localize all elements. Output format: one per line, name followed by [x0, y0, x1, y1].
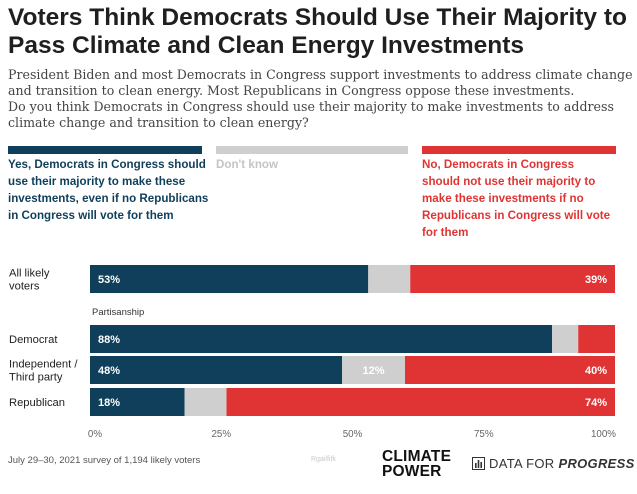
data-label: 40% — [585, 365, 607, 377]
bar-segment — [368, 265, 411, 293]
legend-no-label: No, Democrats in Congress should not use… — [422, 158, 611, 239]
legend-yes-label: Yes, Democrats in Congress should use th… — [8, 158, 209, 222]
data-label: 18% — [98, 397, 120, 409]
x-tick-label: 25% — [211, 429, 231, 440]
x-tick-label: 100% — [591, 429, 616, 440]
data-label: 88% — [98, 334, 120, 346]
legend-dont-know-label: Don't know — [216, 158, 279, 171]
bar-segment — [410, 265, 615, 293]
legend-dont-know-swatch — [216, 146, 408, 154]
bar-segment — [226, 388, 615, 416]
stacked-bar-chart: 53% 39% All likely voters 88% Democrat 48% 12% 4… — [9, 265, 616, 440]
subtitle-context: President Biden and most Democrats in Co… — [8, 67, 633, 98]
data-label: 48% — [98, 365, 120, 377]
watermark: Rgailfifk — [311, 456, 336, 463]
bar-segment — [342, 356, 405, 384]
category-label: Independent / Third party — [9, 359, 78, 384]
category-label: Democrat — [9, 334, 58, 346]
x-tick-label: 50% — [343, 429, 363, 440]
bar-segment — [90, 356, 342, 384]
bar-segment — [405, 356, 615, 384]
x-tick-label: 0% — [88, 429, 102, 440]
category-label: All likely voters — [9, 268, 50, 293]
data-label: 53% — [98, 274, 120, 286]
climate-power-logo-line1: CLIMATE — [382, 448, 452, 465]
subtitle-question: Do you think Democrats in Congress shoul… — [8, 99, 614, 130]
bar-segment — [90, 388, 185, 416]
bar-segment — [184, 388, 227, 416]
legend-yes-swatch — [8, 146, 202, 154]
data-label: 12% — [362, 365, 384, 377]
climate-power-logo-line2: POWER — [382, 463, 442, 480]
bar-segment — [90, 325, 552, 353]
dfp-logo-text-plain: DATA FOR — [489, 456, 555, 471]
x-tick-label: 75% — [474, 429, 494, 440]
bar-chart-icon — [472, 457, 485, 470]
group-label-partisanship: Partisanship — [92, 307, 144, 318]
bar-segment — [552, 325, 579, 353]
data-for-progress-logo: DATA FOR PROGRESS — [472, 456, 635, 471]
bar-segment — [90, 265, 369, 293]
bar-segment — [578, 325, 615, 353]
survey-note: July 29–30, 2021 survey of 1,194 likely … — [8, 455, 201, 466]
data-label: 74% — [585, 397, 607, 409]
climate-power-logo: CLIMATE POWER — [382, 448, 452, 480]
category-label: Republican — [9, 397, 65, 409]
data-label: 39% — [585, 274, 607, 286]
chart-subtitle: President Biden and most Democrats in Co… — [8, 67, 633, 131]
legend-no-swatch — [422, 146, 616, 154]
chart-title: Voters Think Democrats Should Use Their … — [8, 4, 627, 59]
dfp-logo-text-bold: PROGRESS — [558, 456, 635, 471]
